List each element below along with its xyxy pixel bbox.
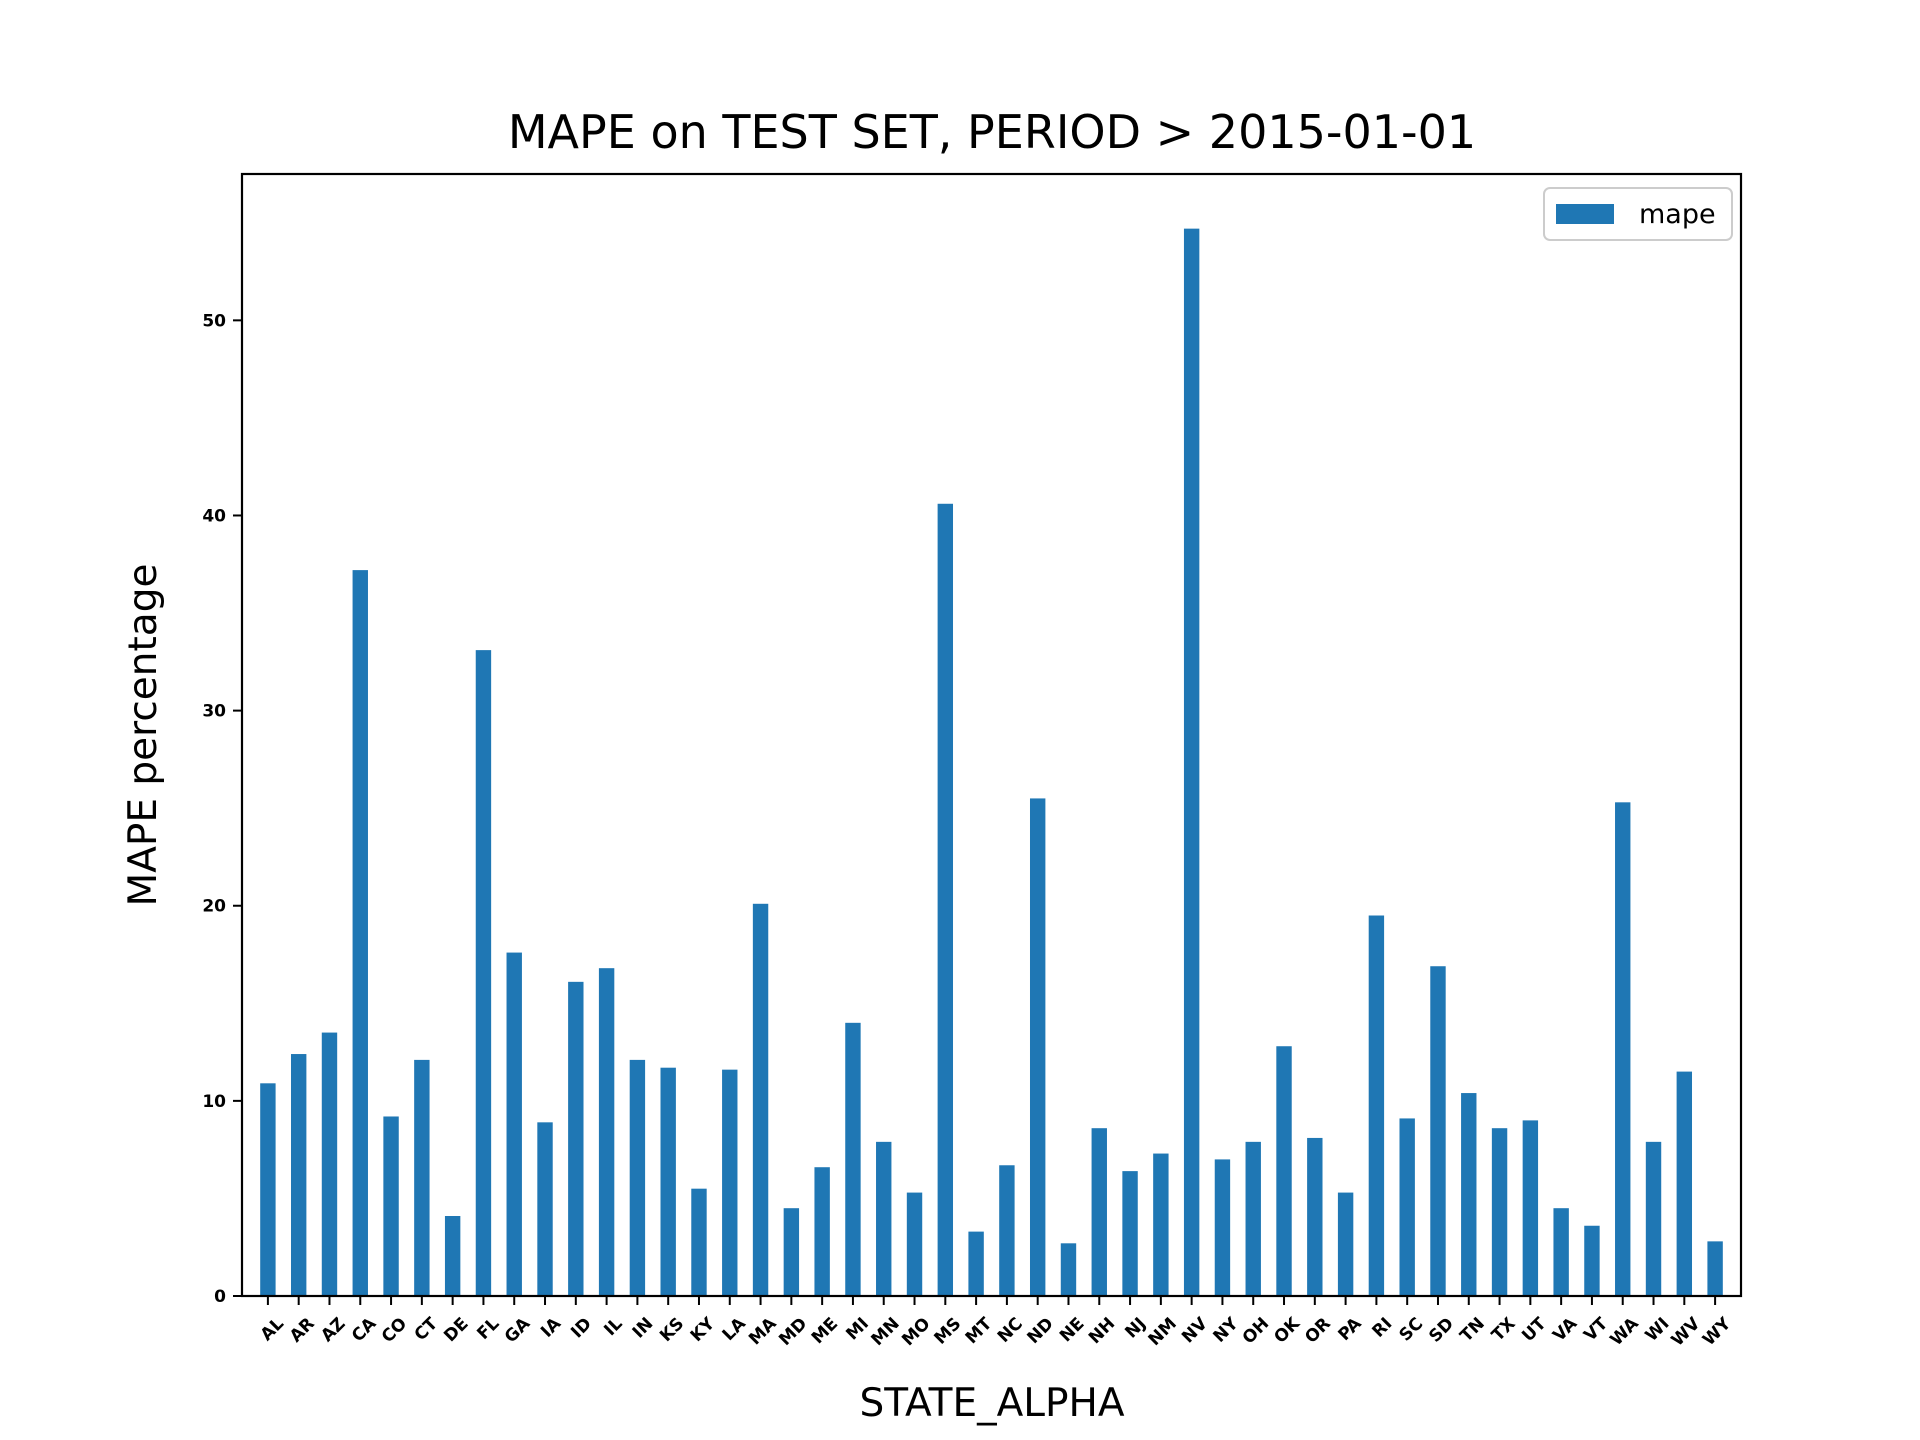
bar-ok <box>1276 1046 1292 1296</box>
bar-oh <box>1245 1141 1261 1296</box>
bar-fl <box>475 650 492 1296</box>
bar-al <box>260 1083 276 1296</box>
bar-group <box>260 228 1723 1296</box>
bar-mo <box>906 1192 923 1296</box>
y-tick-label: 20 <box>202 897 226 917</box>
bar-nm <box>1153 1153 1169 1296</box>
y-tick-label: 30 <box>202 702 226 722</box>
legend: mape <box>1543 187 1733 241</box>
bar-nd <box>1029 798 1046 1296</box>
bar-vt <box>1584 1225 1600 1296</box>
y-tick-label: 0 <box>214 1287 226 1307</box>
bar-ar <box>290 1054 307 1296</box>
bar-me <box>814 1167 830 1296</box>
bar-ca <box>352 570 368 1296</box>
y-tick-label: 40 <box>202 506 226 526</box>
y-axis-label: MAPE percentage <box>121 564 166 907</box>
bar-nh <box>1091 1128 1107 1296</box>
bar-la <box>722 1069 738 1296</box>
bar-mn <box>876 1141 892 1296</box>
bar-ne <box>1060 1243 1077 1296</box>
bar-nv <box>1183 228 1200 1296</box>
bar-tn <box>1461 1093 1477 1296</box>
bar-or <box>1307 1137 1323 1296</box>
bar-mi <box>845 1022 861 1296</box>
bar-md <box>783 1208 800 1296</box>
bar-ms <box>937 503 954 1296</box>
bar-wi <box>1645 1141 1662 1296</box>
plot-frame <box>240 172 1743 1298</box>
x-axis-label: STATE_ALPHA <box>859 1381 1124 1426</box>
bar-pa <box>1337 1192 1354 1296</box>
bar-tx <box>1491 1128 1508 1296</box>
legend-swatch <box>1556 204 1614 224</box>
bar-az <box>321 1032 338 1296</box>
bar-wy <box>1707 1241 1723 1296</box>
legend-box <box>1543 187 1733 241</box>
bar-wv <box>1676 1071 1693 1296</box>
bar-va <box>1553 1208 1569 1296</box>
bar-nc <box>999 1165 1015 1296</box>
bar-ma <box>752 903 769 1296</box>
bar-sc <box>1399 1118 1415 1296</box>
bar-de <box>444 1216 461 1296</box>
bar-ga <box>506 952 522 1296</box>
bar-ny <box>1214 1159 1231 1296</box>
bar-mt <box>968 1231 984 1296</box>
bar-in <box>629 1059 646 1296</box>
bar-ks <box>660 1067 676 1296</box>
bar-id <box>568 981 584 1296</box>
bar-nj <box>1122 1171 1138 1296</box>
bar-ky <box>691 1188 707 1296</box>
chart-title: MAPE on TEST SET, PERIOD > 2015-01-01 <box>508 105 1476 159</box>
y-tick-label: 50 <box>202 311 226 331</box>
bar-sd <box>1430 966 1446 1296</box>
bar-wa <box>1615 802 1631 1296</box>
bar-co <box>383 1116 399 1296</box>
bar-ia <box>537 1122 553 1296</box>
legend-entry-mape: mape <box>1639 199 1716 230</box>
bar-ri <box>1368 915 1385 1296</box>
bar-ct <box>414 1059 430 1296</box>
bar-ut <box>1522 1120 1539 1296</box>
y-axis-ticks: 0 10 20 30 40 50 <box>202 311 242 1307</box>
bar-il <box>598 968 615 1296</box>
y-tick-label: 10 <box>202 1092 226 1112</box>
